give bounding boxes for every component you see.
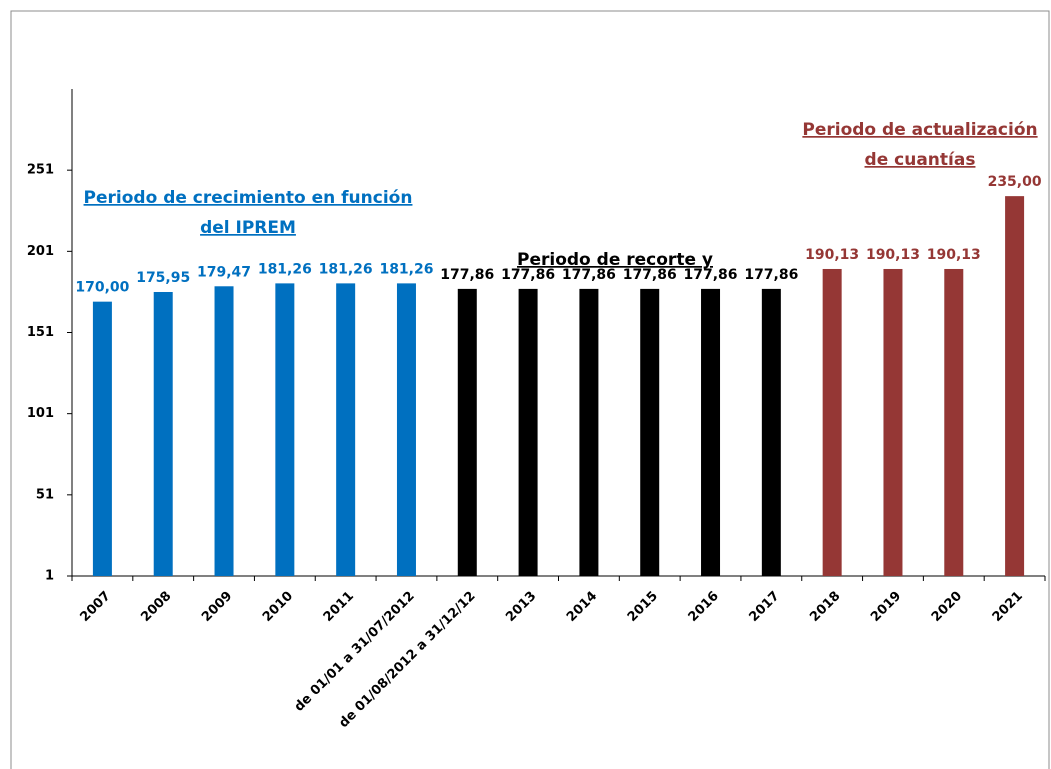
y-tick-label: 1 xyxy=(45,569,54,584)
bar xyxy=(701,288,721,576)
data-label: 179,47 xyxy=(197,264,251,280)
bar xyxy=(153,291,173,576)
data-label: 177,86 xyxy=(562,267,616,283)
data-label: 181,26 xyxy=(258,261,312,277)
bar xyxy=(457,288,477,576)
y-tick-label: 151 xyxy=(27,325,54,340)
bar xyxy=(336,283,356,576)
annotation: Periodo de crecimiento en función xyxy=(84,188,413,208)
bar xyxy=(275,283,295,576)
data-label: 190,13 xyxy=(805,247,859,263)
annotation: del IPREM xyxy=(200,218,296,238)
bar xyxy=(822,268,842,576)
y-tick-label: 51 xyxy=(36,487,54,502)
data-label: 175,95 xyxy=(136,270,190,286)
y-tick-label: 101 xyxy=(27,406,54,421)
data-label: 190,13 xyxy=(927,247,981,263)
data-label: 177,86 xyxy=(684,267,738,283)
annotation: de cuantías xyxy=(865,150,976,170)
data-label: 170,00 xyxy=(75,280,129,296)
bar xyxy=(214,286,234,576)
bar xyxy=(396,283,416,576)
data-label: 181,26 xyxy=(319,261,373,277)
bar xyxy=(518,288,538,576)
bar xyxy=(1005,196,1025,576)
bar xyxy=(944,268,964,576)
data-label: 190,13 xyxy=(866,247,920,263)
data-label: 177,86 xyxy=(501,267,555,283)
bar xyxy=(883,268,903,576)
y-tick-label: 201 xyxy=(27,244,54,259)
data-label: 177,86 xyxy=(440,267,494,283)
bar xyxy=(92,301,112,576)
annotation: Periodo de actualización xyxy=(802,120,1037,140)
data-label: 181,26 xyxy=(379,261,433,277)
bar xyxy=(640,288,660,576)
bar xyxy=(761,288,781,576)
bar xyxy=(579,288,599,576)
annotation: Periodo de recorte y xyxy=(517,250,713,270)
data-label: 235,00 xyxy=(988,174,1042,190)
y-tick-label: 251 xyxy=(27,163,54,178)
data-label: 177,86 xyxy=(623,267,677,283)
data-label: 177,86 xyxy=(744,267,798,283)
